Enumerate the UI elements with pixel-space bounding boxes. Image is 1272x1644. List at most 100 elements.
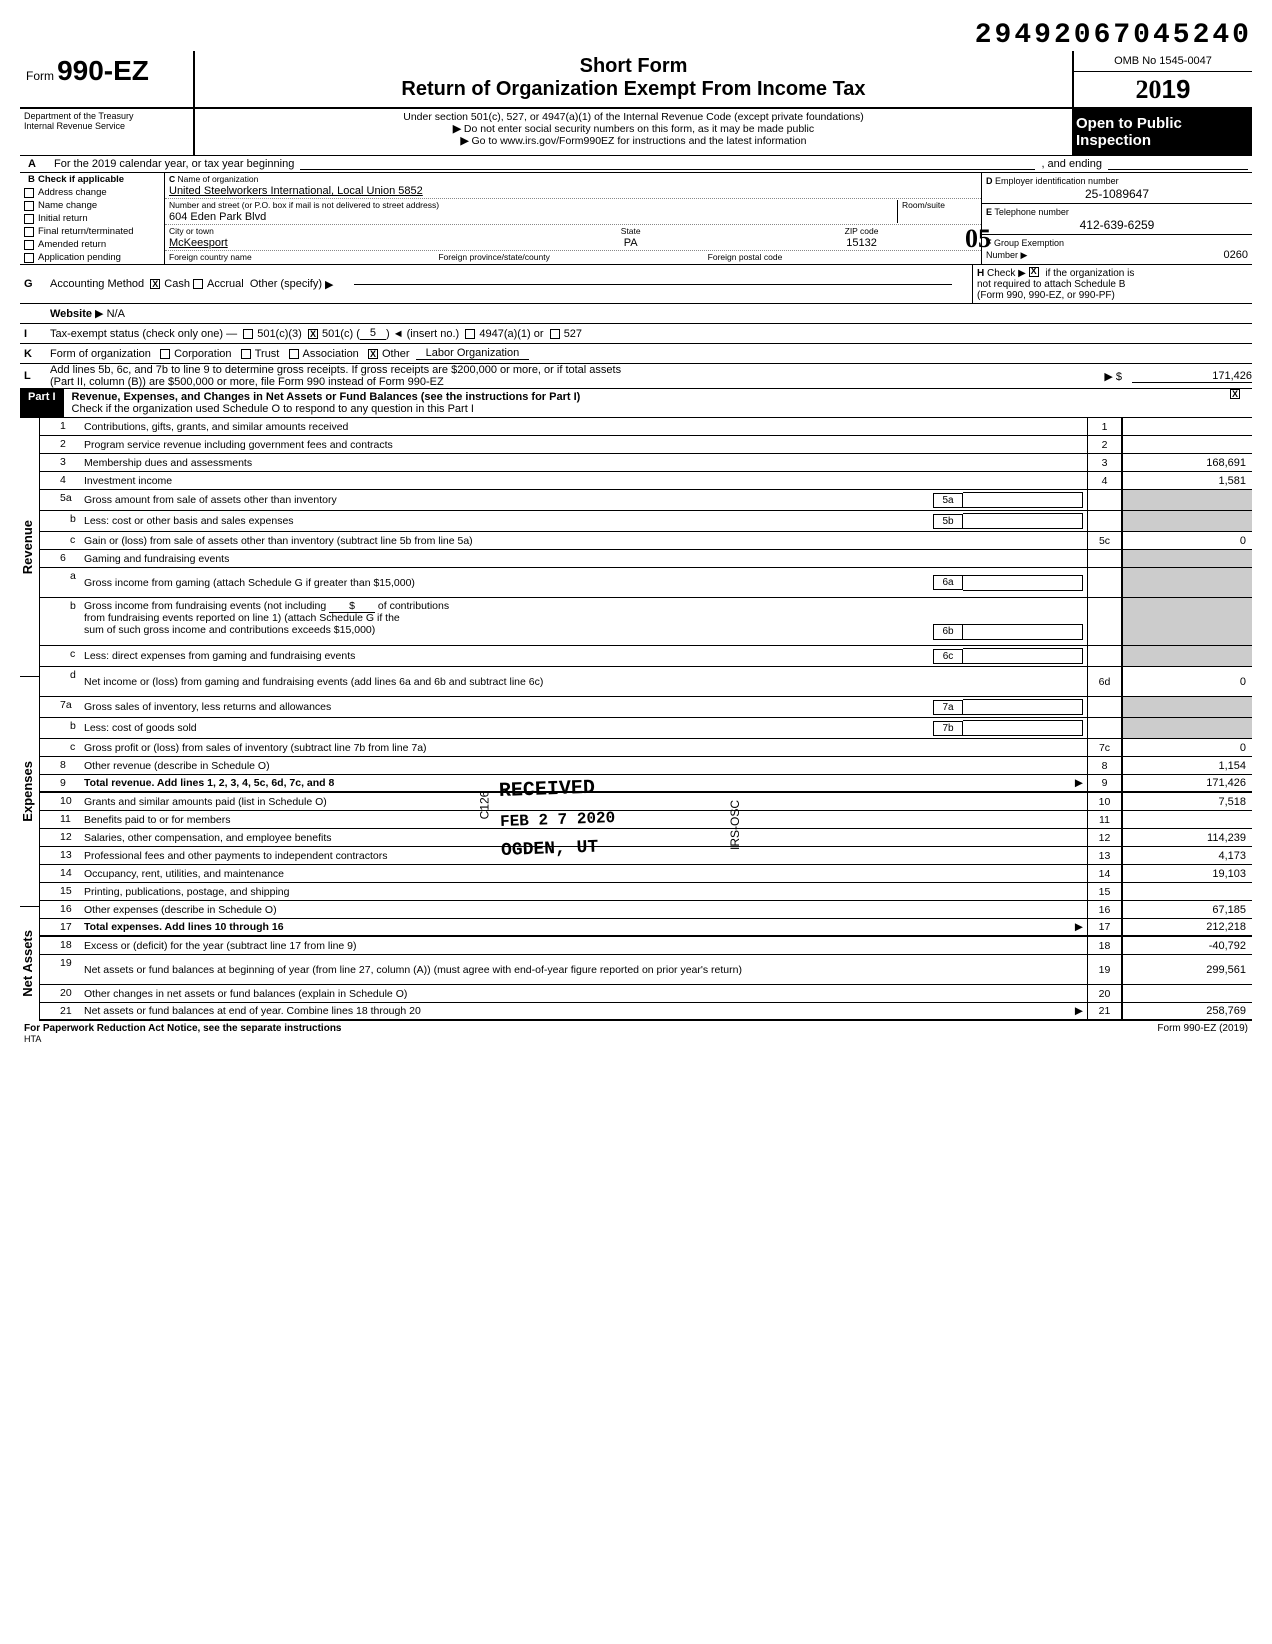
other-method-field[interactable] (354, 284, 952, 285)
row-l: L Add lines 5b, 6c, and 7b to line 9 to … (20, 364, 1252, 389)
schedule-b-checkbox[interactable] (1029, 267, 1039, 277)
tax-exempt-label: Tax-exempt status (check only one) — (50, 328, 237, 340)
line-7a: 7aGross sales of inventory, less returns… (40, 697, 1252, 718)
row-a: A For the 2019 calendar year, or tax yea… (20, 156, 1252, 173)
subtitles: Under section 501(c), 527, or 4947(a)(1)… (195, 109, 1072, 155)
trust-checkbox[interactable] (241, 349, 251, 359)
lines-column: 1Contributions, gifts, grants, and simil… (40, 418, 1252, 1021)
line-7b: bLess: cost of goods sold7b (40, 718, 1252, 739)
5b-amt[interactable] (963, 513, 1083, 529)
other-specify-label: Other (specify) (250, 278, 322, 290)
address-change-label: Address change (38, 187, 107, 198)
7b-amt[interactable] (963, 720, 1083, 736)
application-pending-checkbox[interactable] (24, 253, 34, 263)
501c3-label: 501(c)(3) (257, 328, 302, 340)
form-title-block: Short Form Return of Organization Exempt… (195, 51, 1072, 107)
name-change-checkbox[interactable] (24, 201, 34, 211)
501c3-checkbox[interactable] (243, 329, 253, 339)
city-label: City or town (169, 226, 214, 236)
form-footer-right: Form 990-EZ (2019) (1157, 1023, 1248, 1045)
label-a: A (24, 158, 54, 170)
dept-treasury: Department of the Treasury (24, 111, 189, 121)
form-prefix: Form (26, 69, 54, 83)
part-i-title: Revenue, Expenses, and Changes in Net As… (72, 391, 581, 403)
group-exemption-value: 0260 (1224, 249, 1248, 261)
address-change-checkbox[interactable] (24, 188, 34, 198)
cash-checkbox[interactable] (150, 279, 160, 289)
line-12: 12Salaries, other compensation, and empl… (40, 829, 1252, 847)
4947-checkbox[interactable] (465, 329, 475, 339)
phone-label: Telephone number (994, 207, 1069, 217)
line-11: 11Benefits paid to or for members11 (40, 811, 1252, 829)
foreign-country-label: Foreign country name (169, 252, 252, 262)
line-15: 15Printing, publications, postage, and s… (40, 883, 1252, 901)
label-l: L (20, 370, 50, 382)
zip-value: 15132 (846, 237, 877, 249)
cash-label: Cash (164, 278, 190, 290)
line-5b: bLess: cost or other basis and sales exp… (40, 511, 1252, 532)
4947-label: 4947(a)(1) or (479, 328, 543, 340)
corporation-checkbox[interactable] (160, 349, 170, 359)
row-a-text: For the 2019 calendar year, or tax year … (54, 158, 294, 170)
association-checkbox[interactable] (289, 349, 299, 359)
line-8: 8Other revenue (describe in Schedule O)8… (40, 757, 1252, 775)
header-right-block: OMB No 1545-0047 20201919 (1072, 51, 1252, 107)
form-of-org-label: Form of organization (50, 348, 151, 360)
501c-checkbox[interactable] (308, 329, 318, 339)
line-14: 14Occupancy, rent, utilities, and mainte… (40, 865, 1252, 883)
501c-number: 5 (360, 327, 386, 340)
label-e: E (986, 207, 992, 217)
omb-number: OMB No 1545-0047 (1074, 51, 1252, 72)
website-row: Website ▶ N/A (20, 304, 1252, 324)
6a-amt[interactable] (963, 575, 1083, 591)
row-k: K Form of organization Corporation Trust… (20, 344, 1252, 364)
tax-year-begin-field[interactable] (300, 158, 1035, 170)
line-6b: bGross income from fundraising events (n… (40, 598, 1252, 646)
label-k: K (20, 348, 50, 360)
row-h-block: H Check ▶ if the organization is not req… (972, 265, 1252, 303)
other-org-checkbox[interactable] (368, 349, 378, 359)
subtitle-3: Go to www.irs.gov/Form990EZ for instruct… (472, 135, 807, 147)
final-return-checkbox[interactable] (24, 227, 34, 237)
tax-year-end-field[interactable] (1108, 158, 1248, 170)
6b-amt[interactable] (963, 624, 1083, 640)
row-g-h: G Accounting Method Cash Accrual Other (… (20, 265, 1252, 304)
schedule-o-checkbox[interactable] (1230, 389, 1240, 399)
initial-return-label: Initial return (38, 213, 88, 224)
h-check-label: Check ▶ (987, 268, 1026, 279)
line-9: 9Total revenue. Add lines 1, 2, 3, 4, 5c… (40, 775, 1252, 793)
return-title: Return of Organization Exempt From Incom… (205, 78, 1062, 101)
part-i-header: Part I Revenue, Expenses, and Changes in… (20, 389, 1252, 418)
line-18: 18Excess or (deficit) for the year (subt… (40, 937, 1252, 955)
row-l-text2: (Part II, column (B)) are $500,000 or mo… (50, 376, 444, 388)
application-pending-label: Application pending (38, 252, 121, 263)
row-l-text1: Add lines 5b, 6c, and 7b to line 9 to de… (50, 364, 621, 376)
and-ending: , and ending (1041, 158, 1102, 170)
foreign-prov-label: Foreign province/state/county (438, 252, 550, 262)
h-text4: (Form 990, 990-EZ, or 990-PF) (977, 290, 1115, 301)
open-public-1: Open to Public (1076, 115, 1248, 132)
amended-return-checkbox[interactable] (24, 240, 34, 250)
left-rail: Revenue Expenses Net Assets (20, 418, 40, 1021)
527-checkbox[interactable] (550, 329, 560, 339)
check-if-applicable: Check if applicable (38, 174, 124, 185)
line-20: 20Other changes in net assets or fund ba… (40, 985, 1252, 1003)
line-21: 21Net assets or fund balances at end of … (40, 1003, 1252, 1021)
street-value: 604 Eden Park Blvd (169, 211, 266, 223)
501c-label-a: 501(c) ( (322, 328, 360, 340)
6c-amt[interactable] (963, 648, 1083, 664)
row-i: I Tax-exempt status (check only one) — 5… (20, 324, 1252, 344)
hta-label: HTA (24, 1034, 41, 1044)
part-i-check-text: Check if the organization used Schedule … (72, 403, 474, 415)
7a-amt[interactable] (963, 699, 1083, 715)
trust-label: Trust (255, 348, 280, 360)
ein-value: 25-1089647 (986, 187, 1248, 201)
initial-return-checkbox[interactable] (24, 214, 34, 224)
accrual-checkbox[interactable] (193, 279, 203, 289)
stamp-irs-osc: IRS-OSC (728, 800, 742, 850)
label-i: I (20, 328, 50, 340)
5a-amt[interactable] (963, 492, 1083, 508)
expenses-rail: Expenses (20, 761, 39, 822)
line-2: 2Program service revenue including gover… (40, 436, 1252, 454)
foreign-postal-label: Foreign postal code (708, 252, 783, 262)
